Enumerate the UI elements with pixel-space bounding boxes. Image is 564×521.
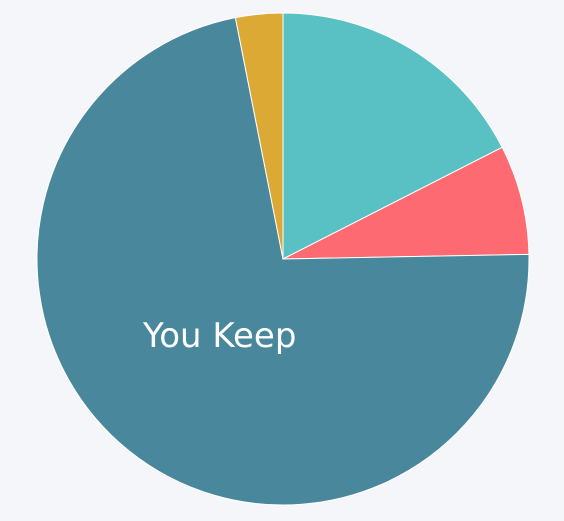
- pie-slice-label-3: You Keep: [142, 316, 296, 356]
- pie-slice-1: [282, 12, 503, 260]
- pie-slices: [36, 12, 530, 506]
- pie-slice-4: [234, 12, 284, 260]
- pie-slice-2: [282, 146, 530, 260]
- pie-labels: You Keep: [142, 316, 296, 356]
- pie-slice-3: [36, 17, 530, 506]
